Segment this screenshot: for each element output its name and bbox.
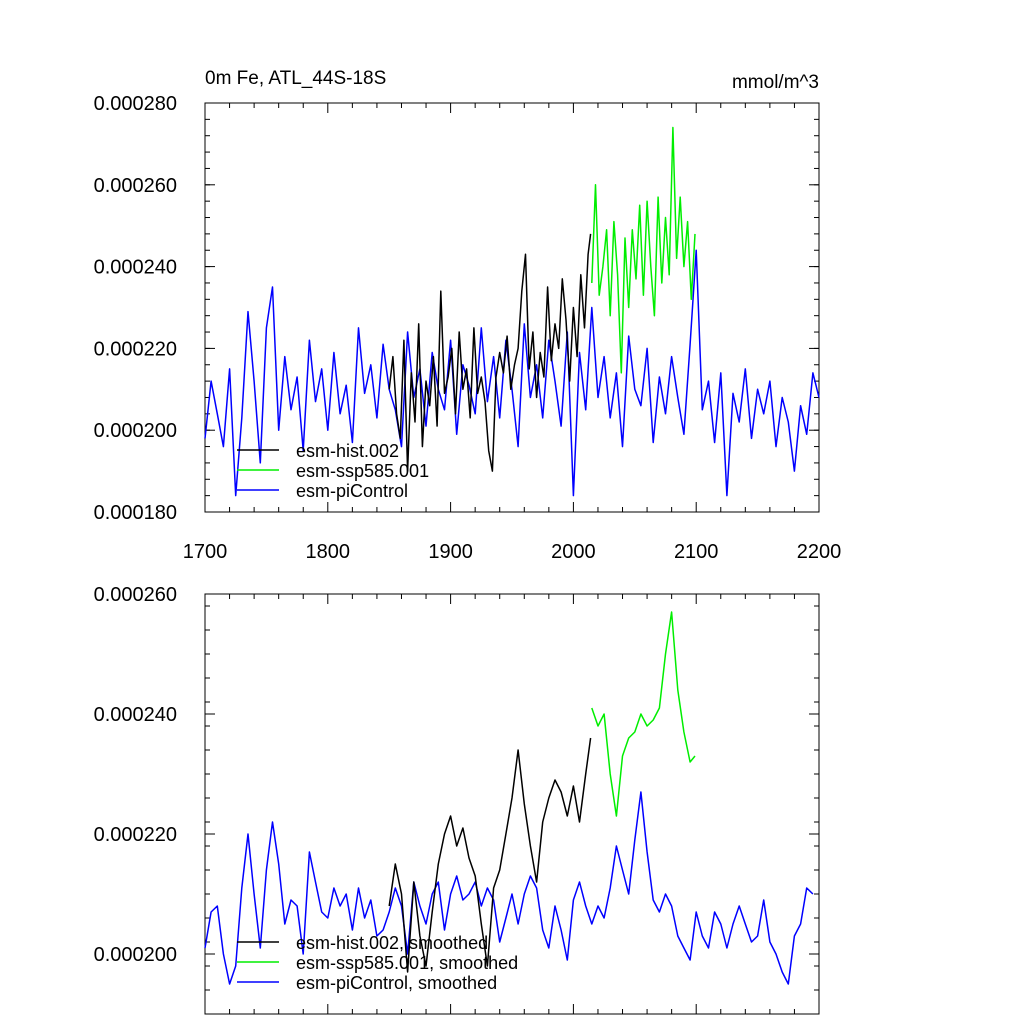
x-tick-label: 1800 [306,541,351,563]
y-tick-label: 0.000260 [94,175,177,197]
top-chart-units: mmol/m^3 [732,72,819,93]
top-axis-ticks: 0.000180 0.000200 0.000220 0.000240 0.000260… [94,93,842,563]
legend-label-hist: esm-hist.002 [296,441,399,461]
bottom-legend: esm-hist.002, smoothed esm-ssp585.001, s… [237,933,518,993]
top-series-group [204,126,820,497]
y-tick-label: 0.000240 [94,704,177,726]
bottom-series-group [204,611,814,985]
y-tick-label: 0.000200 [94,944,177,966]
legend-label-hist-smoothed: esm-hist.002, smoothed [296,933,488,953]
bottom-plot-frame [204,593,820,1015]
y-tick-label: 0.000280 [94,93,177,115]
x-tick-label: 2000 [551,541,596,563]
y-tick-label: 0.000200 [94,420,177,442]
top-chart-title: 0m Fe, ATL_44S-18S [205,68,386,89]
series-line-esm-ssp585-001 [591,126,696,374]
series-line-esm-hist-002-smoothed [388,737,592,973]
y-tick-label: 0.000180 [94,502,177,524]
y-tick-label: 0.000260 [94,584,177,606]
series-line-esm-hist-002 [388,233,592,472]
y-tick-label: 0.000240 [94,257,177,279]
x-tick-label: 2200 [797,541,842,563]
y-tick-label: 0.000220 [94,824,177,846]
legend-label-picontrol: esm-piControl [296,481,408,501]
series-line-esm-picontrol [204,249,820,497]
x-tick-label: 1900 [428,541,473,563]
bottom-axis-ticks: 0.000200 0.000220 0.000240 0.000260 [94,584,820,1015]
legend-label-ssp585-smoothed: esm-ssp585.001, smoothed [296,953,518,973]
series-line-esm-picontrol-smoothed [204,791,814,985]
y-tick-label: 0.000220 [94,338,177,360]
series-line-esm-ssp585-001-smoothed [591,611,696,817]
legend-label-ssp585: esm-ssp585.001 [296,461,429,481]
top-plot-frame [204,102,820,513]
legend-label-picontrol-smoothed: esm-piControl, smoothed [296,973,497,993]
x-tick-label: 2100 [674,541,719,563]
top-panel: 0m Fe, ATL_44S-18S mmol/m^3 0.0001800.00… [94,68,842,563]
x-tick-label: 1700 [183,541,228,563]
bottom-panel: 0.000200 0.000220 0.000240 0.000260 esm-his… [94,584,820,1015]
top-legend: esm-hist.002 esm-ssp585.001 esm-piContro… [237,441,429,501]
